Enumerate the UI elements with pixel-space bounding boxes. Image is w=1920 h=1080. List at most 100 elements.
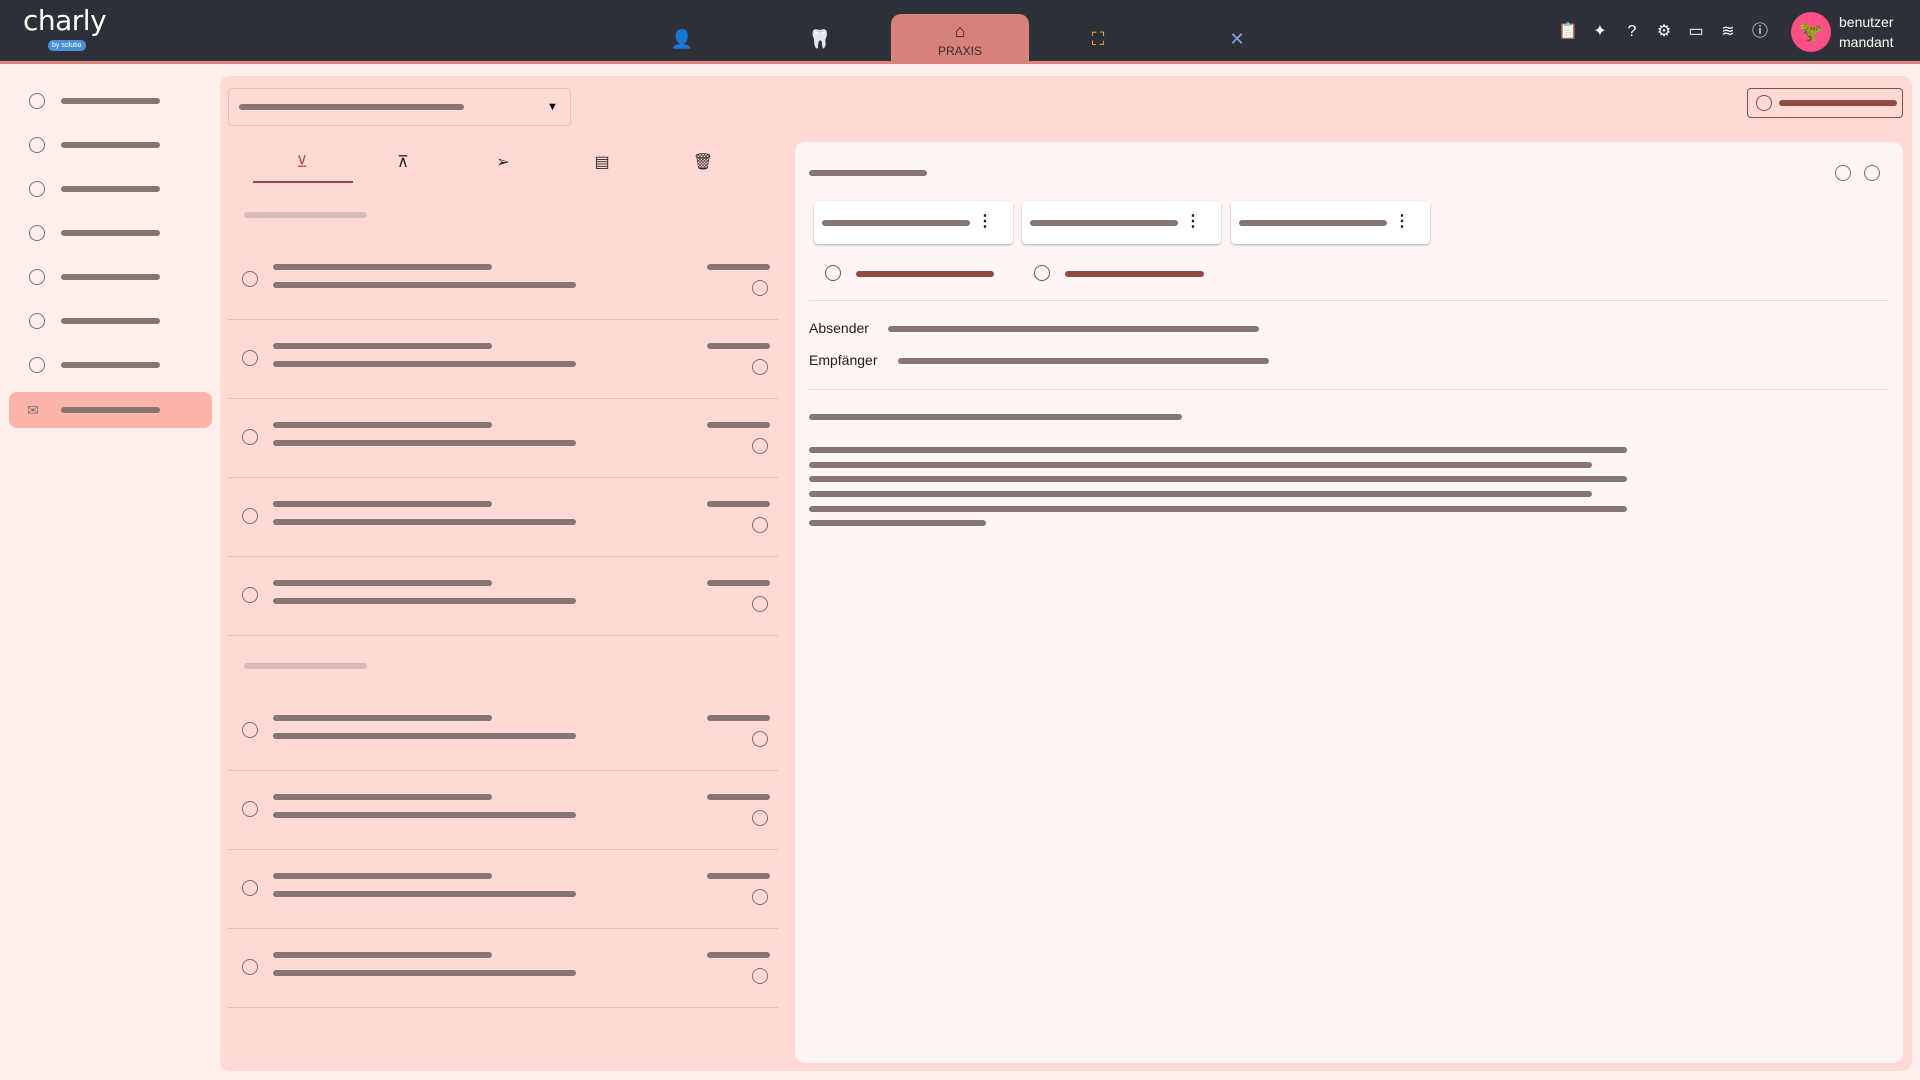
message-sender bbox=[273, 873, 492, 879]
divider bbox=[809, 300, 1889, 301]
message-subject bbox=[273, 361, 576, 367]
message-status-icon bbox=[752, 731, 768, 747]
sidebar-item-label bbox=[61, 274, 160, 280]
help-icon[interactable]: ? bbox=[1627, 23, 1637, 40]
message-avatar-icon bbox=[242, 429, 258, 445]
sidebar-item-icon bbox=[29, 137, 45, 153]
sender-label: Absender bbox=[809, 320, 869, 336]
sparkles-icon[interactable]: ✦ bbox=[1593, 23, 1607, 40]
attachment-chip[interactable]: ⋮ bbox=[1022, 201, 1221, 244]
nav-tab-home[interactable]: ⌂ PRAXIS bbox=[891, 14, 1029, 64]
message-subject bbox=[273, 812, 576, 818]
message-date bbox=[707, 343, 770, 349]
sidebar-item[interactable]: ✉ bbox=[9, 392, 212, 428]
message-sender bbox=[273, 580, 492, 586]
sidebar-item[interactable] bbox=[9, 127, 212, 163]
message-date bbox=[707, 715, 770, 721]
mailbox-dropdown[interactable]: ▼ bbox=[228, 88, 571, 126]
message-body-line bbox=[809, 506, 1627, 512]
message-avatar-icon bbox=[242, 959, 258, 975]
action-icon[interactable] bbox=[1034, 265, 1050, 281]
message-row[interactable] bbox=[228, 770, 778, 849]
handshake-icon[interactable]: ≋ bbox=[1721, 23, 1735, 40]
user-avatar[interactable]: 🦖 bbox=[1791, 12, 1831, 52]
sidebar-item-label bbox=[61, 362, 160, 368]
row-divider bbox=[228, 849, 778, 850]
attachment-chip[interactable]: ⋮ bbox=[814, 201, 1013, 244]
message-row[interactable] bbox=[228, 319, 778, 398]
sidebar-item-label bbox=[61, 318, 160, 324]
message-date bbox=[707, 580, 770, 586]
message-status-icon bbox=[752, 359, 768, 375]
message-row[interactable] bbox=[228, 240, 778, 319]
message-avatar-icon bbox=[242, 722, 258, 738]
recipient-value bbox=[898, 358, 1269, 364]
more-vert-icon[interactable]: ⋮ bbox=[977, 213, 993, 230]
ticket-icon[interactable]: ▭ bbox=[1688, 23, 1704, 40]
tab-archive[interactable]: ▤ bbox=[594, 154, 610, 171]
message-sender bbox=[273, 422, 492, 428]
message-title bbox=[809, 170, 927, 176]
more-icon[interactable] bbox=[1864, 165, 1880, 181]
button-label bbox=[1779, 100, 1897, 106]
nav-tab-person[interactable]: 👤 bbox=[613, 14, 751, 64]
row-divider bbox=[228, 556, 778, 557]
sidebar-item[interactable] bbox=[9, 171, 212, 207]
sidebar-item[interactable] bbox=[9, 215, 212, 251]
message-avatar-icon bbox=[242, 801, 258, 817]
sidebar-item[interactable] bbox=[9, 303, 212, 339]
settings-icon[interactable]: ⚙ bbox=[1656, 23, 1672, 40]
action-icon[interactable] bbox=[825, 265, 841, 281]
message-row[interactable] bbox=[228, 849, 778, 928]
nav-tab-tools[interactable]: ✕ bbox=[1168, 14, 1306, 64]
sidebar-item-icon bbox=[29, 357, 45, 373]
sidebar-item[interactable] bbox=[9, 259, 212, 295]
charly-logo[interactable]: charly bbox=[23, 4, 107, 37]
sidebar-item-icon bbox=[29, 313, 45, 329]
logo-subtitle: by solutio bbox=[48, 40, 86, 51]
more-vert-icon[interactable]: ⋮ bbox=[1394, 213, 1410, 230]
message-date bbox=[707, 501, 770, 507]
user-menu[interactable]: benutzer mandant bbox=[1839, 12, 1893, 52]
message-row[interactable] bbox=[228, 556, 778, 635]
message-date bbox=[707, 794, 770, 800]
reply-icon[interactable] bbox=[1835, 165, 1851, 181]
message-subject bbox=[273, 970, 576, 976]
message-date bbox=[707, 422, 770, 428]
message-avatar-icon bbox=[242, 587, 258, 603]
home-icon: ⌂ bbox=[954, 20, 966, 41]
message-row[interactable] bbox=[228, 477, 778, 556]
sidebar-item-icon bbox=[29, 93, 45, 109]
sidebar-item-label bbox=[61, 186, 160, 192]
sidebar-item[interactable] bbox=[9, 347, 212, 383]
more-vert-icon[interactable]: ⋮ bbox=[1185, 213, 1201, 230]
message-body-line bbox=[809, 462, 1592, 468]
sidebar-item[interactable] bbox=[9, 83, 212, 119]
attachment-name bbox=[1030, 220, 1178, 226]
nav-tab-tooth[interactable]: 🦷 bbox=[751, 14, 889, 64]
info-icon[interactable]: ⓘ bbox=[1751, 23, 1768, 40]
org-chart-icon: ⛶ bbox=[1091, 29, 1105, 49]
group-header bbox=[244, 212, 367, 218]
action-button[interactable] bbox=[1747, 88, 1903, 118]
row-divider bbox=[228, 477, 778, 478]
message-detail bbox=[795, 142, 1903, 1063]
sender-value bbox=[888, 326, 1259, 332]
attachment-chip[interactable]: ⋮ bbox=[1231, 201, 1430, 244]
tab-inbox-download[interactable]: ⊻ bbox=[296, 154, 308, 171]
attachment-name bbox=[1239, 220, 1387, 226]
message-subject bbox=[273, 891, 576, 897]
message-date bbox=[707, 952, 770, 958]
clipboard-check-icon[interactable]: 📋 bbox=[1558, 23, 1578, 40]
message-sender bbox=[273, 952, 492, 958]
action-link[interactable] bbox=[856, 271, 994, 277]
message-row[interactable] bbox=[228, 928, 778, 1007]
message-row[interactable] bbox=[228, 398, 778, 477]
tab-outbox-upload[interactable]: ⊼ bbox=[397, 154, 409, 171]
message-body-line bbox=[809, 491, 1592, 497]
tab-trash[interactable]: 🗑 bbox=[692, 154, 714, 171]
nav-tab-org-chart[interactable]: ⛶ bbox=[1029, 14, 1167, 64]
message-row[interactable] bbox=[228, 691, 778, 770]
action-link[interactable] bbox=[1065, 271, 1204, 277]
tab-send[interactable]: ➢ bbox=[496, 154, 510, 171]
